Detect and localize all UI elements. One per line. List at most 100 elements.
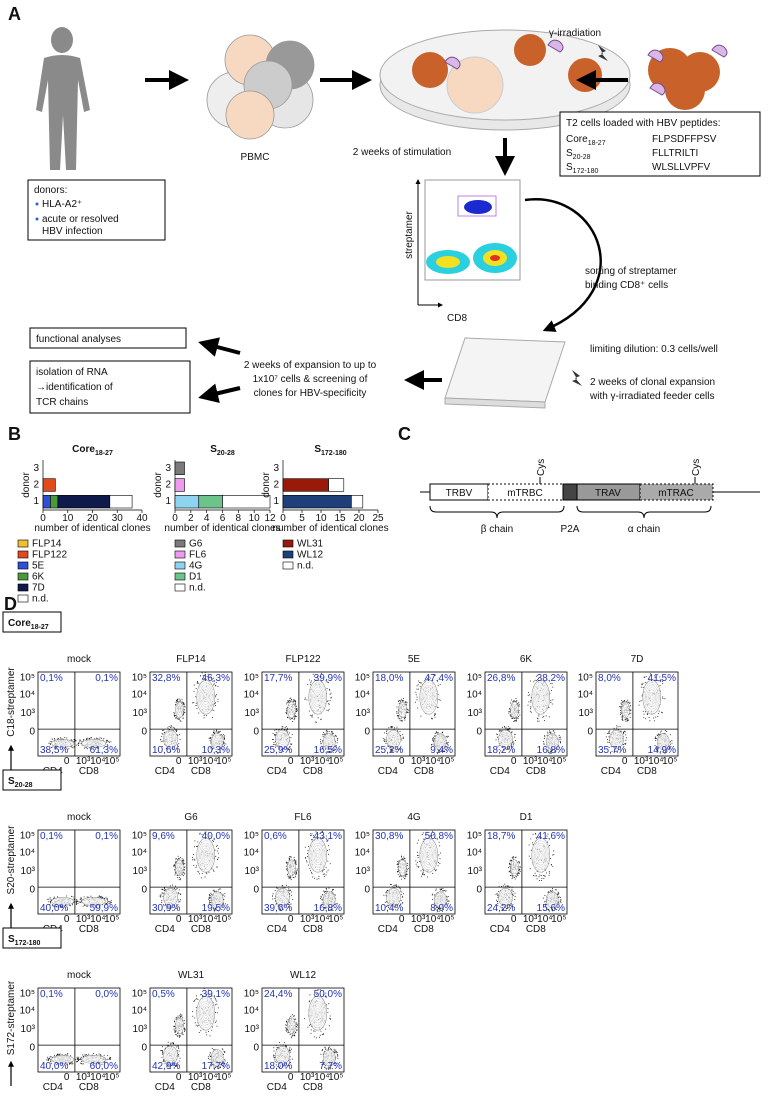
event-dot [400,900,402,902]
event-dot [435,869,437,871]
event-dot [439,852,441,854]
event-dot [90,895,92,897]
event-dot [404,875,406,877]
y-tick-label: 0 [141,726,147,737]
event-dot [517,875,519,877]
y-axis-label: S172-streptamer [6,980,17,1055]
event-dot [291,734,293,736]
event-dot [49,897,51,899]
event-dot [398,860,400,862]
y-tick-label: 0 [253,884,259,895]
event-dot [205,1031,207,1033]
list-item: HBV infection [42,226,103,237]
event-dot [443,889,445,891]
event-dot [335,746,337,748]
event-dot [658,710,660,712]
event-dot [626,737,628,739]
x-tick-label: 0 [172,513,178,524]
quadrant-percent: 9,6% [152,831,175,842]
event-dot [183,869,185,871]
event-dot [183,1027,185,1029]
contour [308,679,328,715]
event-dot [312,876,314,878]
cys-label: Cys [691,459,702,476]
event-dot [623,733,625,735]
y-axis-label: donor [153,472,164,498]
event-dot [85,747,87,749]
event-dot [80,897,82,899]
event-dot [638,704,640,706]
event-dot [53,896,55,898]
event-dot [401,739,403,741]
y-tick-label: 10⁵ [20,831,35,842]
event-dot [288,859,290,861]
event-dot [213,683,215,685]
event-dot [559,742,561,744]
event-dot [549,845,551,847]
event-dot [94,738,96,740]
event-dot [274,743,276,745]
event-dot [49,742,51,744]
event-dot [286,710,288,712]
event-dot [328,849,330,851]
event-dot [422,871,424,873]
event-dot [172,748,174,750]
event-dot [547,731,549,733]
event-dot [291,718,293,720]
event-dot [399,875,401,877]
event-dot [198,682,200,684]
event-dot [495,894,497,896]
event-dot [178,698,180,700]
event-dot [435,731,437,733]
event-dot [519,714,521,716]
event-dot [328,887,330,889]
event-dot [536,875,538,877]
event-dot [87,905,89,907]
event-dot [77,900,79,902]
event-dot [515,875,517,877]
event-dot [216,1025,218,1027]
peptide-seq: FLLTRILTI [652,148,698,159]
event-dot [530,699,532,701]
x-tick-label: 0 [176,756,182,767]
quadrant-percent: 19,5% [202,903,230,914]
event-dot [437,685,439,687]
y-tick-label: 10³ [356,708,371,719]
quadrant-percent: 40,0% [40,1061,68,1072]
event-dot [272,743,274,745]
contour [308,837,328,873]
event-dot [162,1050,164,1052]
event-dot [640,686,642,688]
event-dot [107,898,109,900]
event-dot [331,731,333,733]
event-dot [79,739,81,741]
event-dot [323,734,325,736]
event-dot [173,714,175,716]
event-dot [192,859,194,861]
event-dot [172,726,174,728]
event-dot [107,745,109,747]
event-dot [397,874,399,876]
event-dot [194,1022,196,1024]
y-tick-label: 10⁵ [467,831,482,842]
x-tick-label: 12 [264,513,276,524]
event-dot [331,888,333,890]
event-dot [182,717,184,719]
event-dot [528,691,530,693]
event-dot [305,857,307,859]
event-dot [196,682,198,684]
event-dot [200,877,202,879]
event-dot [398,700,400,702]
event-dot [397,716,399,718]
contour [531,679,551,715]
event-dot [195,867,197,869]
legend-label: 7D [32,583,45,594]
event-dot [617,726,619,728]
y-tick-label: 10³ [468,708,483,719]
event-dot [294,716,296,718]
legend-swatch [174,550,186,559]
event-dot [311,873,313,875]
event-dot [79,902,81,904]
